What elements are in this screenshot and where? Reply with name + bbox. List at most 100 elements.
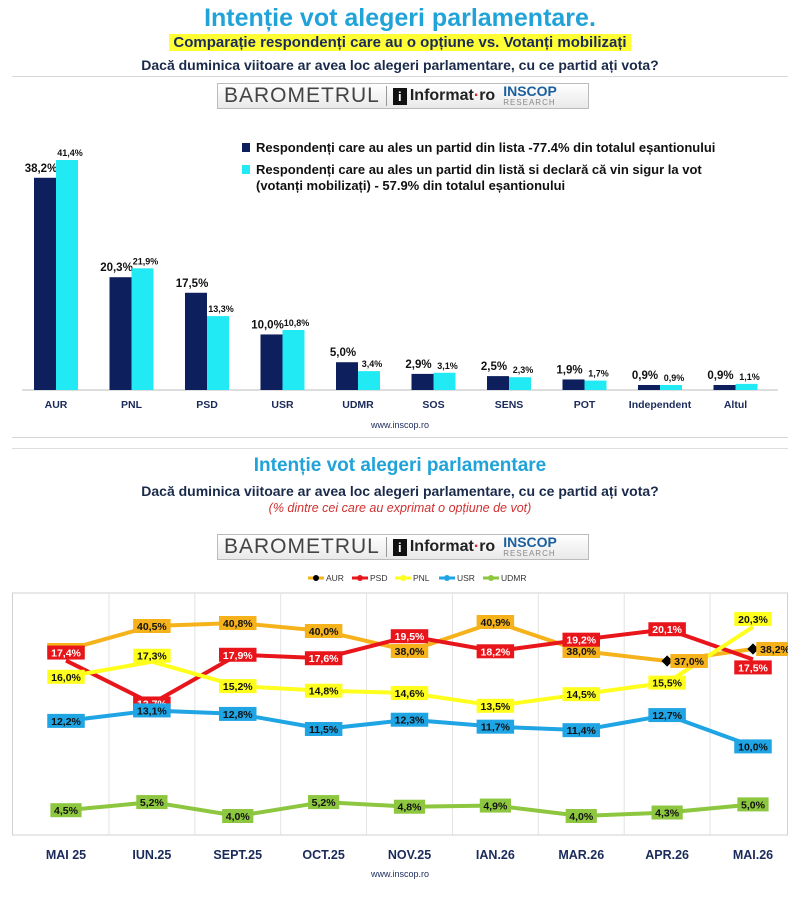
point-label-bg-aur (390, 644, 429, 658)
aur-marker (661, 655, 673, 667)
point-label-bg-pnl (476, 698, 515, 713)
informat-logo-icon: i (392, 538, 407, 556)
point-label-udmr: 4,0% (569, 811, 594, 823)
bar-chart-subtitle: Comparație respondenți care au o opțiune… (169, 34, 631, 51)
point-label-bg-pnl (734, 611, 772, 626)
x-tick-sept25: SEPT.25 (213, 848, 262, 862)
point-label-udmr: 4,8% (398, 802, 423, 814)
point-label-aur: 40,9% (480, 617, 510, 629)
line-chart-question: Dacă duminica viitoare ar avea loc alege… (141, 483, 659, 499)
point-label-bg-psd (219, 647, 257, 662)
point-label-pnl: 14,6% (395, 688, 425, 700)
point-label-udmr: 5,0% (741, 799, 766, 811)
bar-psd-series-2 (207, 316, 229, 390)
bar-udmr-series-1 (336, 362, 358, 390)
point-label-udmr: 5,2% (140, 797, 165, 809)
x-tick-mai26: MAI.26 (733, 848, 773, 862)
point-label-udmr: 5,2% (312, 797, 337, 809)
point-label-bg-pnl (304, 683, 343, 698)
point-label-bg-pnl (219, 679, 257, 694)
point-label-bg-usr (648, 708, 686, 723)
point-label-pnl: 20,3% (738, 614, 768, 626)
bar-altul-series-2 (735, 383, 758, 390)
informat-logo-icon: i (392, 87, 407, 105)
legend-swatch-cyan (242, 165, 250, 174)
bar-label-pnl-series-2: 21,9% (133, 256, 159, 266)
point-label-pnl: 15,2% (223, 681, 253, 693)
bar-chart: 38,2% 41,4% AUR 20,3%21,9% PNL 17,5% 13,3% PSD 1… (22, 148, 778, 411)
point-label-bg-psd (734, 660, 772, 675)
bar-chart-panel: Intenție vot alegeri parlamentare. Compa… (12, 0, 788, 438)
legend-marker-udmr (488, 575, 494, 581)
point-label-psd: 17,9% (223, 650, 253, 662)
legend-marker-usr (444, 575, 450, 581)
bar-aur-series-2 (56, 160, 78, 390)
point-label-bg-usr (133, 703, 171, 718)
bar-label-udmr-series-1: 5,0% (330, 347, 356, 359)
bar-label-sens-series-2: 2,3% (513, 365, 534, 375)
point-label-bg-usr (476, 719, 515, 734)
x-tick-sos: SOS (422, 399, 444, 411)
bar-chart-frame (12, 76, 788, 438)
aur-marker (747, 643, 759, 655)
inscop-logo: INSCOP RESEARCH (503, 533, 557, 558)
bar-label-independent-series-2: 0,9% (664, 373, 685, 383)
bar-independent-series-1 (638, 385, 660, 390)
point-label-aur: 40,8% (223, 618, 253, 630)
bar-label-usr-series-1: 10,0% (251, 319, 284, 331)
x-tick-apr26: APR.26 (645, 848, 689, 862)
point-label-bg-udmr (393, 799, 426, 814)
legend-label-usr: USR (457, 573, 475, 583)
x-tick-nov25: NOV.25 (388, 848, 431, 862)
bar-chart-title: Intenție vot alegeri parlamentare. (204, 4, 596, 32)
line-chart-footer: www.inscop.ro (370, 869, 430, 879)
line-chart-title: Intenție vot alegeri parlamentare (253, 455, 547, 476)
bar-usr-series-2 (282, 330, 305, 390)
point-label-bg-psd (476, 644, 515, 659)
bar-pnl-series-2 (131, 268, 154, 390)
x-tick-oct25: OCT.25 (302, 848, 344, 862)
point-label-aur: 38,2% (760, 644, 788, 656)
bar-label-sos-series-1: 2,9% (405, 359, 431, 371)
barometrul-banner-2: BAROMETRUL i Informat·ro INSCOP RESEARCH (217, 534, 589, 560)
legend-marker-aur (313, 575, 319, 581)
point-label-psd: 17,4% (51, 648, 81, 660)
line-chart: AURPSDPNLUSRUDMR38,1%40,5%40,8%40,0%38,0… (12, 573, 788, 862)
point-label-aur: 40,5% (137, 621, 167, 633)
x-tick-altul: Altul (724, 399, 747, 411)
barometrul-banner: BAROMETRUL i Informat·ro INSCOP RESEARCH (217, 83, 589, 109)
barometrul-logo: BAROMETRUL (224, 535, 380, 558)
x-tick-aur: AUR (45, 399, 68, 411)
point-label-bg-psd (390, 629, 429, 644)
bar-altul-series-1 (713, 385, 736, 390)
banner-divider (385, 86, 387, 106)
informat-logo: Informat·ro (409, 87, 496, 104)
bar-pot-series-1 (562, 379, 585, 390)
point-label-psd: 17,6% (309, 653, 339, 665)
point-label-pnl: 15,5% (652, 678, 682, 690)
point-label-bg-usr (219, 706, 257, 721)
point-label-usr: 12,3% (395, 715, 425, 727)
point-label-usr: 12,7% (652, 710, 682, 722)
point-label-pnl: 17,3% (137, 651, 167, 663)
x-tick-iun25: IUN.25 (132, 848, 171, 862)
bar-chart-legend: Respondenți care au ales un partid din l… (242, 140, 732, 200)
legend-swatch-dark-blue (242, 143, 250, 152)
point-label-bg-pnl (47, 669, 85, 684)
bar-sens-series-1 (487, 376, 509, 390)
x-tick-pot: POT (574, 399, 596, 411)
point-label-bg-aur (476, 615, 515, 629)
x-tick-mar26: MAR.26 (558, 848, 604, 862)
point-label-udmr: 4,0% (226, 811, 251, 823)
bar-independent-series-2 (660, 385, 682, 390)
bar-label-sens-series-1: 2,5% (481, 361, 507, 373)
point-label-psd: 19,5% (395, 631, 425, 643)
point-label-bg-pnl (390, 686, 429, 701)
point-label-usr: 11,7% (481, 722, 511, 734)
bar-usr-series-1 (260, 334, 283, 390)
point-label-bg-usr (390, 712, 429, 727)
bar-label-aur-series-1: 38,2% (25, 163, 58, 175)
line-chart-plot-frame (12, 592, 788, 836)
point-label-aur: 38,0% (566, 646, 596, 658)
legend-marker-pnl (400, 575, 406, 581)
